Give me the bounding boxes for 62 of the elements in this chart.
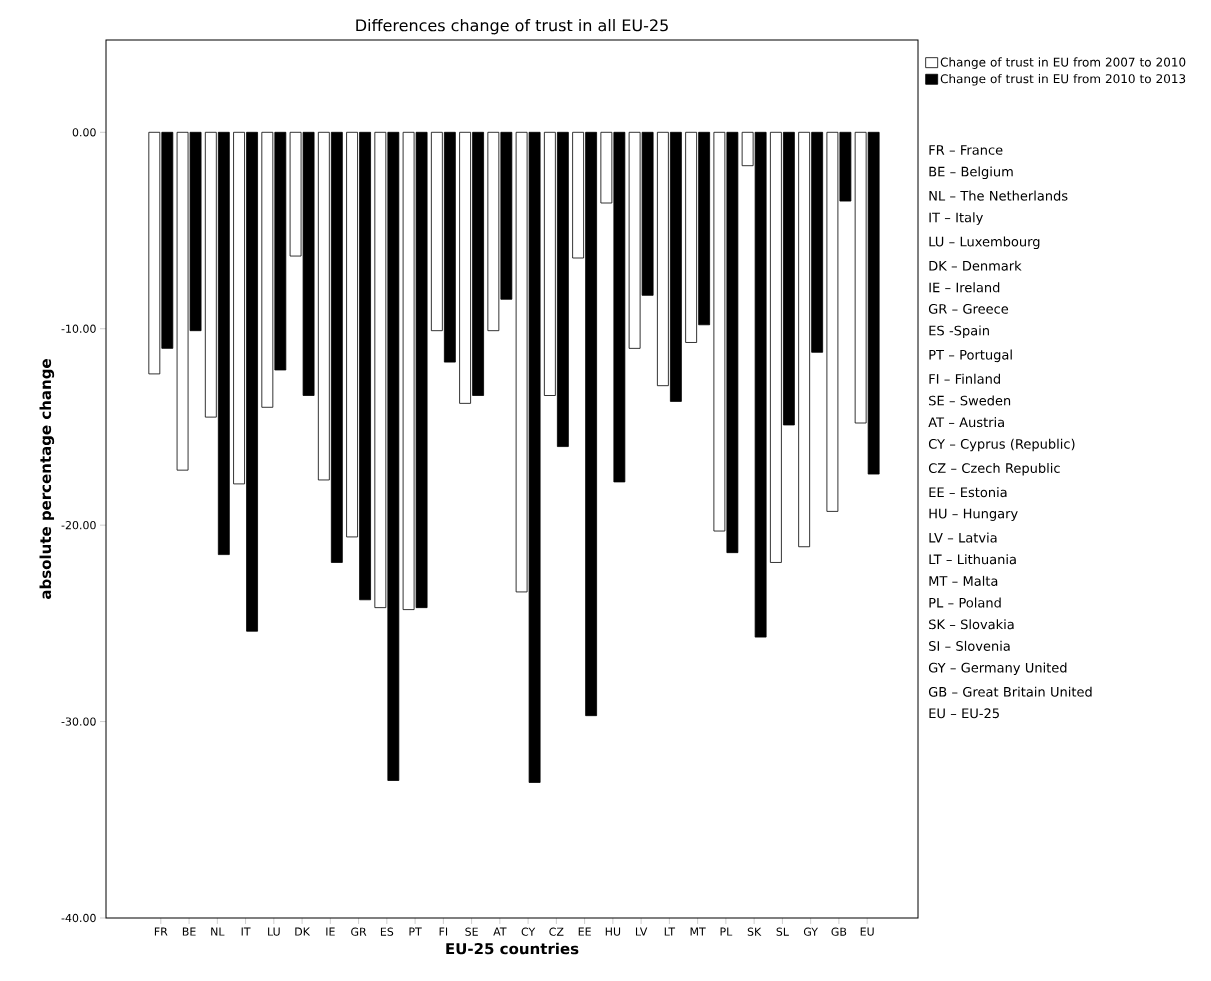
x-tick-label: BE	[182, 927, 196, 936]
y-tick-label: -30.00	[61, 717, 96, 726]
text: LV – Latvia	[929, 532, 997, 543]
text: NL – The Netherlands	[929, 190, 1068, 201]
x-tick-label: SL	[776, 927, 789, 936]
x-tick-label: CZ	[549, 927, 564, 936]
x-tick-label: PL	[720, 927, 733, 936]
text: GB – Great Britain United	[928, 686, 1092, 697]
x-tick-label: IE	[326, 927, 335, 936]
x-tick-label: GB	[831, 927, 847, 936]
text: FR – France	[929, 145, 1003, 155]
text: PT – Portugal	[929, 349, 1012, 363]
text: LT – Lithuania	[929, 554, 1016, 565]
x-tick-label: ES	[380, 927, 394, 936]
x-axis-title: EU-25 countries	[446, 942, 579, 955]
y-tick-label: 0.00	[72, 128, 96, 137]
x-tick-label: DK	[295, 927, 311, 936]
text: MT – Malta	[929, 575, 998, 586]
legend-label: Change of trust in EU from 2010 to 2013	[940, 73, 1186, 86]
text: LU – Luxembourg	[929, 236, 1040, 250]
text: AT – Austria	[928, 417, 1004, 428]
x-tick-label: LV	[635, 927, 648, 936]
text: FI – Finland	[929, 373, 1000, 384]
text: CZ – Czech Republic	[928, 462, 1060, 476]
text: EE – Estonia	[929, 487, 1007, 498]
chart-title: Differences change of trust in all EU-25	[356, 18, 668, 35]
y-tick-label: -40.00	[61, 913, 96, 923]
x-tick-label: LU	[268, 927, 280, 936]
legend-label: Change of trust in EU from 2007 to 2010	[940, 57, 1186, 69]
text: PL – Poland	[929, 597, 1001, 608]
text: IT – Italy	[929, 212, 983, 225]
y-tick-label: -10.00	[61, 324, 96, 333]
x-tick-label: PT	[409, 927, 422, 936]
x-tick-label: LT	[664, 927, 676, 936]
x-tick-label: HU	[605, 927, 621, 936]
y-tick-label: -20.00	[61, 520, 96, 530]
x-tick-label: GY	[803, 927, 819, 936]
text: SI – Slovenia	[929, 640, 1010, 651]
text: GR – Greece	[928, 303, 1009, 314]
text: EU – EU-25	[929, 708, 999, 719]
x-tick-label: EE	[578, 927, 591, 936]
x-tick-label: MT	[690, 927, 706, 936]
x-tick-label: EU	[860, 927, 874, 936]
x-tick-label: FI	[439, 927, 448, 936]
text: DK – Denmark	[929, 260, 1022, 271]
text: SE – Sweden	[929, 395, 1011, 406]
text: CY – Cyprus (Republic)	[928, 438, 1075, 452]
text: BE – Belgium	[929, 166, 1013, 180]
x-tick-label: AT	[493, 927, 507, 936]
x-tick-label: GR	[351, 927, 367, 936]
text: ES -Spain	[929, 325, 989, 338]
text: IE – Ireland	[929, 282, 1000, 293]
y-axis-title: absolute percentage change	[39, 359, 55, 599]
text: GY – Germany United	[928, 662, 1067, 676]
text: SK – Slovakia	[929, 619, 1014, 630]
x-tick-label: CY	[521, 927, 536, 936]
x-tick-label: NL	[211, 927, 225, 936]
x-tick-label: FR	[154, 927, 168, 936]
text: HU – Hungary	[929, 508, 1018, 521]
x-tick-label: SE	[465, 927, 478, 936]
x-tick-label: SK	[747, 927, 762, 936]
x-tick-label: IT	[241, 927, 251, 936]
